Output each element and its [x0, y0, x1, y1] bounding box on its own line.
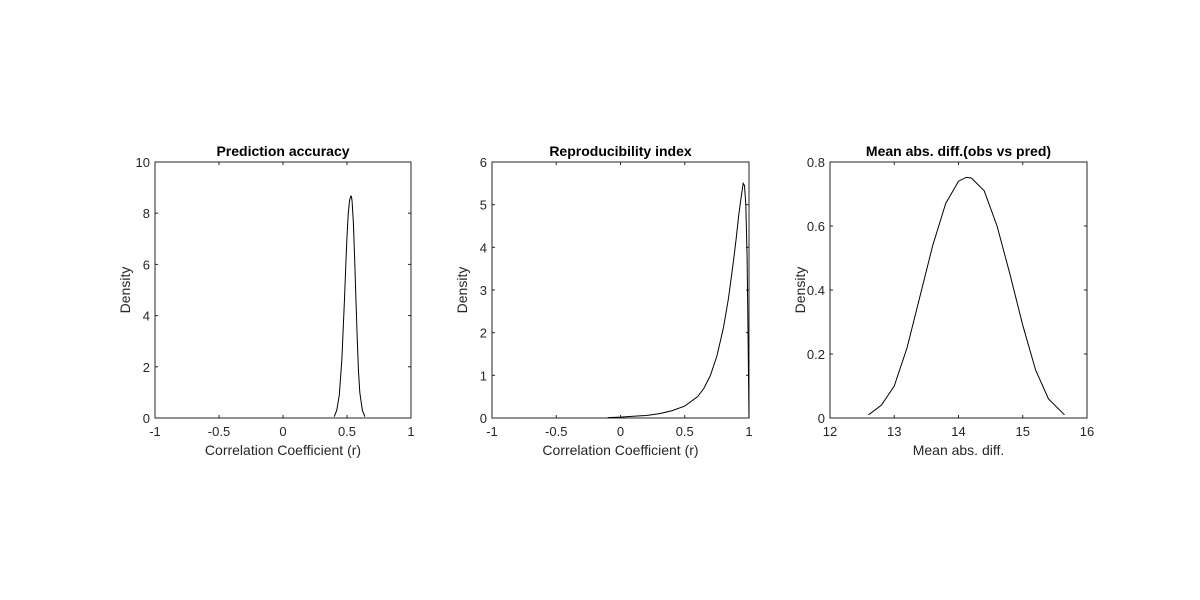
y-tick-label: 4	[143, 309, 150, 324]
y-tick-label: 0.4	[807, 283, 825, 298]
x-tick-label: 15	[1016, 424, 1030, 439]
x-axis-label: Mean abs. diff.	[913, 442, 1005, 458]
y-tick-label: 0	[480, 411, 487, 426]
x-tick-label: 0.5	[676, 424, 694, 439]
y-tick-label: 2	[480, 326, 487, 341]
y-axis-label: Density	[117, 267, 133, 314]
x-tick-label: 16	[1080, 424, 1094, 439]
density-curve	[333, 195, 366, 417]
x-tick-label: 1	[745, 424, 752, 439]
x-tick-label: 1	[407, 424, 414, 439]
x-tick-label: 0	[279, 424, 286, 439]
axes-frame	[491, 161, 750, 419]
y-axis-label: Density	[454, 267, 470, 314]
y-tick-label: 0	[143, 411, 150, 426]
axes-frame	[154, 161, 412, 419]
x-axis-label: Correlation Coefficient (r)	[205, 442, 361, 458]
x-tick-label: -0.5	[208, 424, 230, 439]
y-tick-label: 5	[480, 198, 487, 213]
axes-frame	[829, 161, 1088, 419]
density-curve	[868, 176, 1065, 416]
y-tick-label: 3	[480, 283, 487, 298]
chart-title: Prediction accuracy	[216, 143, 349, 159]
x-tick-label: 12	[823, 424, 837, 439]
y-tick-label: 2	[143, 360, 150, 375]
y-tick-label: 8	[143, 206, 150, 221]
y-tick-label: 10	[136, 155, 150, 170]
x-tick-label: -0.5	[545, 424, 567, 439]
chart-title: Mean abs. diff.(obs vs pred)	[866, 143, 1051, 159]
x-tick-label: 14	[951, 424, 965, 439]
x-tick-label: -1	[149, 424, 161, 439]
y-tick-label: 0.8	[807, 155, 825, 170]
y-tick-label: 1	[480, 368, 487, 383]
chart-title: Reproducibility index	[549, 143, 692, 159]
y-axis-label: Density	[792, 267, 808, 314]
x-tick-label: -1	[486, 424, 498, 439]
chart-2: -1 -0.5 0 0.5 1 0 1 2 3 4 5 6 Reproducibility index C…	[454, 143, 753, 458]
y-tick-label: 4	[480, 240, 487, 255]
y-tick-label: 0.2	[807, 347, 825, 362]
y-tick-label: 6	[480, 155, 487, 170]
x-tick-label: 0	[617, 424, 624, 439]
x-axis-label: Correlation Coefficient (r)	[542, 442, 698, 458]
chart-3: 12 13 14 15 16 0 0.2 0.4 0.6 0.8 Mean abs. diff.(o…	[792, 143, 1094, 458]
y-tick-label: 6	[143, 257, 150, 272]
x-tick-label: 13	[887, 424, 901, 439]
y-tick-label: 0	[818, 411, 825, 426]
x-tick-label: 0.5	[338, 424, 356, 439]
density-curve	[607, 181, 750, 419]
y-tick-label: 0.6	[807, 219, 825, 234]
